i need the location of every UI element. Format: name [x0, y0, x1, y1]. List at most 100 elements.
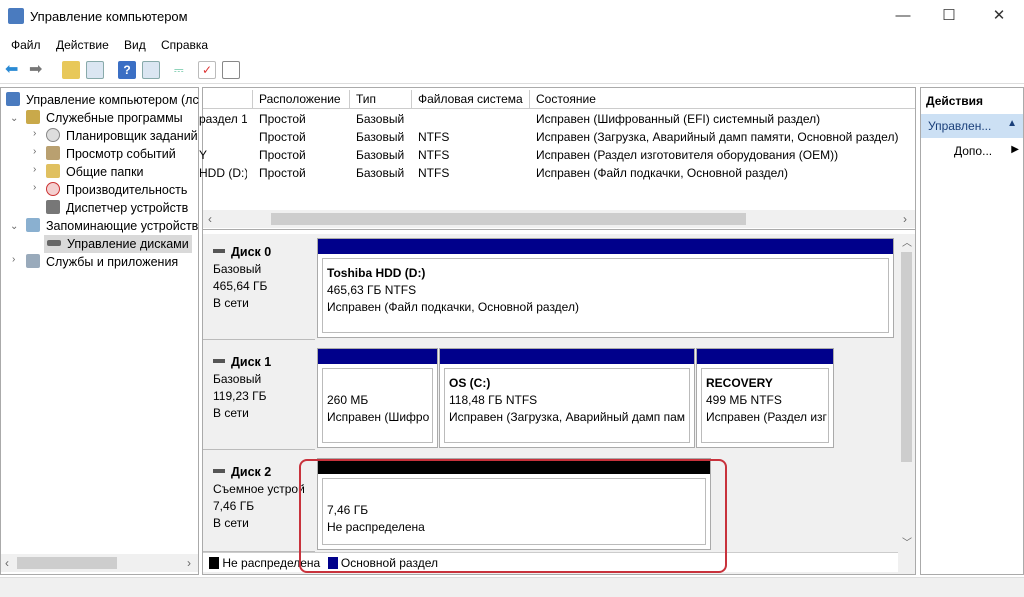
- column-header-type[interactable]: Тип: [350, 90, 412, 109]
- tree-root[interactable]: Управление компьютером (лс: [6, 91, 199, 109]
- partition[interactable]: OS (C:) 118,48 ГБ NTFS Исправен (Загрузка,…: [439, 348, 695, 448]
- tree-item-event-viewer[interactable]: Просмотр событий: [46, 145, 176, 163]
- tree-item-device-manager[interactable]: Диспетчер устройств: [46, 199, 188, 217]
- chevron-right-icon[interactable]: ›: [33, 182, 37, 193]
- tree-item-utilities[interactable]: Служебные программы: [26, 109, 183, 127]
- partition[interactable]: Toshiba HDD (D:) 465,63 ГБ NTFS Исправен (…: [317, 238, 894, 338]
- navigation-tree: Управление компьютером (лс ⌄ Служебные п…: [0, 87, 199, 575]
- cell-status[interactable]: Исправен (Загрузка, Аварийный дамп памят…: [536, 130, 899, 144]
- cell-volume-name[interactable]: раздел 1): [199, 112, 247, 126]
- chevron-down-icon[interactable]: ⌄: [10, 113, 19, 124]
- list-horizontal-scrollbar[interactable]: ‹ ›: [203, 210, 915, 228]
- tree-item-performance[interactable]: Производительность: [46, 181, 187, 199]
- scroll-left-icon[interactable]: ‹: [5, 556, 9, 570]
- disk-label[interactable]: Диск 0 Базовый 465,64 ГБ В сети: [203, 234, 315, 340]
- help-icon[interactable]: ?: [118, 61, 136, 79]
- partition-state: Исправен (Загрузка, Аварийный дамп пам: [449, 410, 686, 424]
- cell-status[interactable]: Исправен (Шифрованный (EFI) системный ра…: [536, 112, 821, 126]
- partition[interactable]: 7,46 ГБ Не распределена: [317, 458, 711, 550]
- chevron-right-icon[interactable]: ›: [33, 164, 37, 175]
- performance-icon: [46, 182, 60, 196]
- tree-item-disk-management[interactable]: Управление дисками: [44, 235, 192, 253]
- cell-filesystem[interactable]: NTFS: [418, 166, 450, 180]
- partition[interactable]: RECOVERY 499 МБ NTFS Исправен (Раздел изг: [696, 348, 834, 448]
- connect-icon[interactable]: ⎓: [174, 63, 184, 77]
- chevron-right-icon[interactable]: ›: [33, 146, 37, 157]
- scrollbar-thumb[interactable]: [17, 557, 117, 569]
- disk-type: Съемное устрой: [213, 482, 305, 496]
- partition[interactable]: 260 МБ Исправен (Шифро: [317, 348, 438, 448]
- chevron-down-icon[interactable]: ⌄: [10, 221, 19, 232]
- actions-pane: Действия Управлен... ▲ Допо... ▶: [920, 87, 1024, 575]
- column-header-layout[interactable]: Расположение: [253, 90, 350, 109]
- cell-layout[interactable]: Простой: [259, 148, 306, 162]
- highlight-frame: [299, 459, 727, 573]
- menu-view[interactable]: Вид: [124, 38, 146, 52]
- scroll-right-icon[interactable]: ›: [903, 212, 907, 226]
- menu-action[interactable]: Действие: [56, 38, 109, 52]
- disk-label[interactable]: Диск 1 Базовый 119,23 ГБ В сети: [203, 344, 315, 450]
- cell-layout[interactable]: Простой: [259, 130, 306, 144]
- device-manager-icon: [46, 200, 60, 214]
- actions-group-disk-management[interactable]: Управлен... ▲: [921, 114, 1023, 138]
- show-hide-actions-icon[interactable]: [142, 61, 160, 79]
- scroll-left-icon[interactable]: ‹: [208, 212, 212, 226]
- forward-icon[interactable]: ➡: [29, 61, 43, 78]
- partition-body: OS (C:) 118,48 ГБ NTFS Исправен (Загрузка,…: [444, 368, 690, 443]
- tree-label: Планировщик заданий: [66, 129, 198, 143]
- collapse-icon[interactable]: ▲: [1007, 118, 1017, 129]
- partition-size: 260 МБ: [327, 393, 369, 407]
- partition-title: OS (C:): [449, 376, 491, 390]
- tree-item-task-scheduler[interactable]: Планировщик заданий: [46, 127, 198, 145]
- up-folder-icon[interactable]: [62, 61, 80, 79]
- chevron-right-icon[interactable]: ›: [33, 128, 37, 139]
- cell-layout[interactable]: Простой: [259, 112, 306, 126]
- scroll-up-icon[interactable]: ︿: [902, 238, 912, 249]
- partition-bar: [440, 349, 694, 364]
- cell-status[interactable]: Исправен (Файл подкачки, Основной раздел…: [536, 166, 788, 180]
- minimize-button[interactable]: —: [895, 7, 911, 24]
- cell-type[interactable]: Базовый: [356, 130, 405, 144]
- partition-bar: [697, 349, 833, 364]
- close-button[interactable]: ✕: [992, 7, 1006, 24]
- tree-item-shared-folders[interactable]: Общие папки: [46, 163, 144, 181]
- cell-volume-name[interactable]: HDD (D:): [199, 166, 247, 180]
- scroll-down-icon[interactable]: ﹀: [902, 538, 912, 549]
- cell-volume-name[interactable]: [199, 128, 247, 146]
- disk-name: Диск 0: [213, 244, 315, 261]
- actions-more[interactable]: Допо... ▶: [954, 144, 1023, 158]
- graph-vertical-scrollbar[interactable]: ︿ ﹀: [898, 234, 915, 552]
- console-icon[interactable]: [222, 61, 240, 79]
- cell-type[interactable]: Базовый: [356, 112, 405, 126]
- disk-type: Базовый: [213, 262, 262, 276]
- cell-volume-name[interactable]: Y: [199, 148, 208, 162]
- cell-filesystem[interactable]: NTFS: [418, 148, 450, 162]
- chevron-right-icon[interactable]: ›: [12, 254, 16, 265]
- column-header-filesystem[interactable]: Файловая система: [412, 90, 530, 109]
- scrollbar-thumb[interactable]: [901, 252, 912, 462]
- menu-help[interactable]: Справка: [161, 38, 209, 52]
- check-icon[interactable]: ✓: [198, 61, 216, 79]
- disk-size: 7,46 ГБ: [213, 499, 255, 513]
- partition-title: Toshiba HDD (D:): [327, 266, 426, 280]
- tree-item-storage[interactable]: Запоминающие устройств: [26, 217, 198, 235]
- disk-label[interactable]: Диск 2 Съемное устрой 7,46 ГБ В сети: [203, 454, 315, 552]
- tree-item-services[interactable]: Службы и приложения: [26, 253, 178, 271]
- cell-status[interactable]: Исправен (Раздел изготовителя оборудован…: [536, 148, 839, 162]
- back-icon[interactable]: ⬅: [5, 61, 19, 78]
- scrollbar-thumb[interactable]: [271, 213, 746, 225]
- partition-size: 118,48 ГБ NTFS: [449, 393, 538, 407]
- maximize-button[interactable]: ☐: [942, 7, 956, 24]
- cell-layout[interactable]: Простой: [259, 166, 306, 180]
- column-header-status[interactable]: Состояние: [530, 90, 915, 109]
- cell-type[interactable]: Базовый: [356, 148, 405, 162]
- show-hide-tree-icon[interactable]: [86, 61, 104, 79]
- partition-bar: [318, 459, 710, 474]
- tree-horizontal-scrollbar[interactable]: ‹ ›: [1, 554, 198, 572]
- cell-type[interactable]: Базовый: [356, 166, 405, 180]
- tree-label: Службы и приложения: [46, 255, 179, 269]
- scroll-right-icon[interactable]: ›: [187, 556, 191, 570]
- column-header-volume[interactable]: [203, 90, 253, 109]
- menu-file[interactable]: Файл: [11, 38, 41, 52]
- cell-filesystem[interactable]: NTFS: [418, 130, 450, 144]
